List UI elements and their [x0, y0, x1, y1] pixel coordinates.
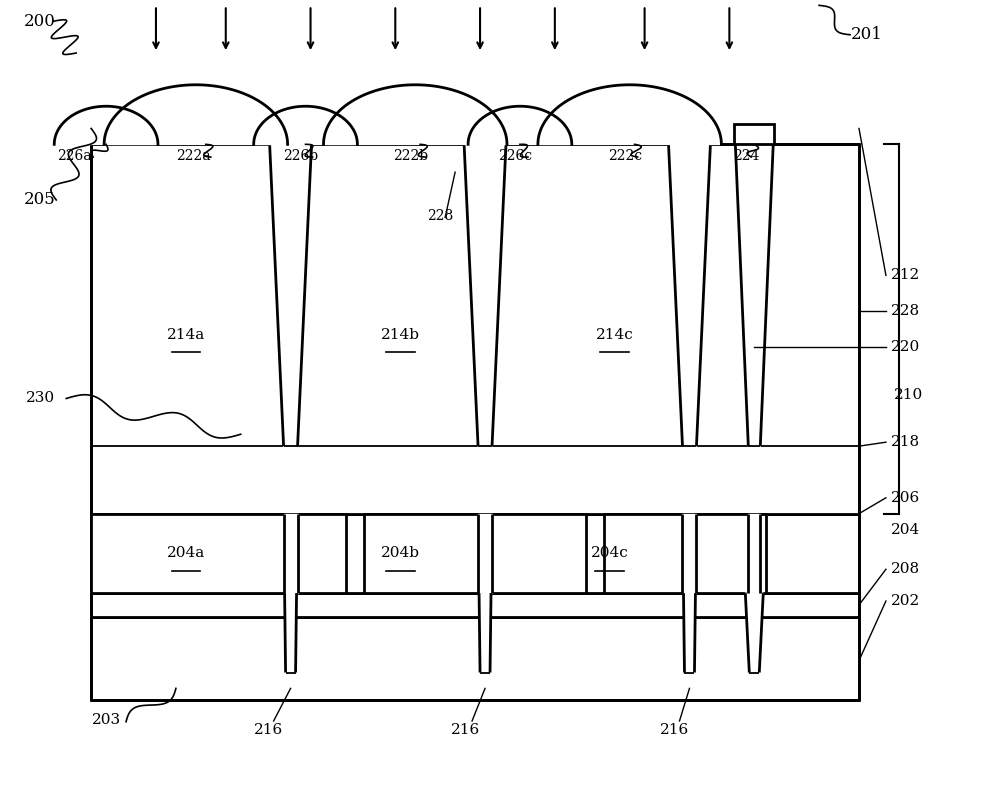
Text: 214a: 214a	[167, 328, 205, 342]
Bar	[364, 513, 586, 593]
Polygon shape	[735, 144, 773, 446]
Text: 204b: 204b	[381, 547, 420, 560]
Text: 205: 205	[23, 191, 55, 209]
Text: 203: 203	[92, 713, 121, 727]
Text: 224: 224	[733, 149, 760, 163]
Text: 220: 220	[891, 340, 920, 354]
Bar	[734, 124, 774, 144]
Polygon shape	[284, 513, 298, 593]
Text: 202: 202	[891, 594, 920, 608]
Text: 222c: 222c	[608, 149, 642, 163]
Polygon shape	[54, 106, 158, 144]
Polygon shape	[104, 84, 288, 144]
Polygon shape	[479, 593, 491, 673]
Bar	[91, 593, 859, 617]
Polygon shape	[538, 84, 721, 144]
Polygon shape	[748, 513, 760, 593]
Text: 226a: 226a	[57, 149, 91, 163]
Text: 201: 201	[851, 26, 883, 43]
Polygon shape	[745, 593, 763, 673]
Text: 222a: 222a	[177, 149, 211, 163]
Text: 226b: 226b	[283, 149, 318, 163]
Bar	[91, 513, 346, 593]
Text: 204c: 204c	[591, 547, 629, 560]
Text: 200: 200	[23, 13, 55, 29]
Text: 214b: 214b	[381, 328, 420, 342]
Polygon shape	[285, 593, 297, 673]
Polygon shape	[669, 144, 710, 446]
Text: 204: 204	[891, 523, 920, 536]
Text: 222b: 222b	[393, 149, 428, 163]
Polygon shape	[464, 144, 506, 446]
Text: 216: 216	[450, 724, 480, 737]
Polygon shape	[682, 513, 696, 593]
Text: 212: 212	[891, 269, 920, 282]
Text: 218: 218	[891, 435, 920, 450]
Bar	[91, 617, 859, 701]
Bar	[91, 144, 859, 513]
Bar	[604, 513, 766, 593]
Text: 216: 216	[660, 724, 689, 737]
Polygon shape	[254, 106, 357, 144]
Polygon shape	[468, 106, 572, 144]
Text: 228: 228	[891, 304, 920, 318]
Polygon shape	[270, 144, 312, 446]
Text: 214c: 214c	[596, 328, 634, 342]
Text: 204a: 204a	[167, 547, 205, 560]
Text: 208: 208	[891, 562, 920, 576]
Text: 206: 206	[891, 491, 920, 505]
Text: 228: 228	[427, 209, 453, 223]
Text: 216: 216	[254, 724, 283, 737]
Polygon shape	[683, 593, 695, 673]
Text: 210: 210	[894, 387, 923, 402]
Text: 226c: 226c	[498, 149, 532, 163]
Polygon shape	[323, 84, 507, 144]
Polygon shape	[478, 513, 492, 593]
Text: 230: 230	[26, 391, 55, 406]
Bar	[91, 513, 859, 593]
